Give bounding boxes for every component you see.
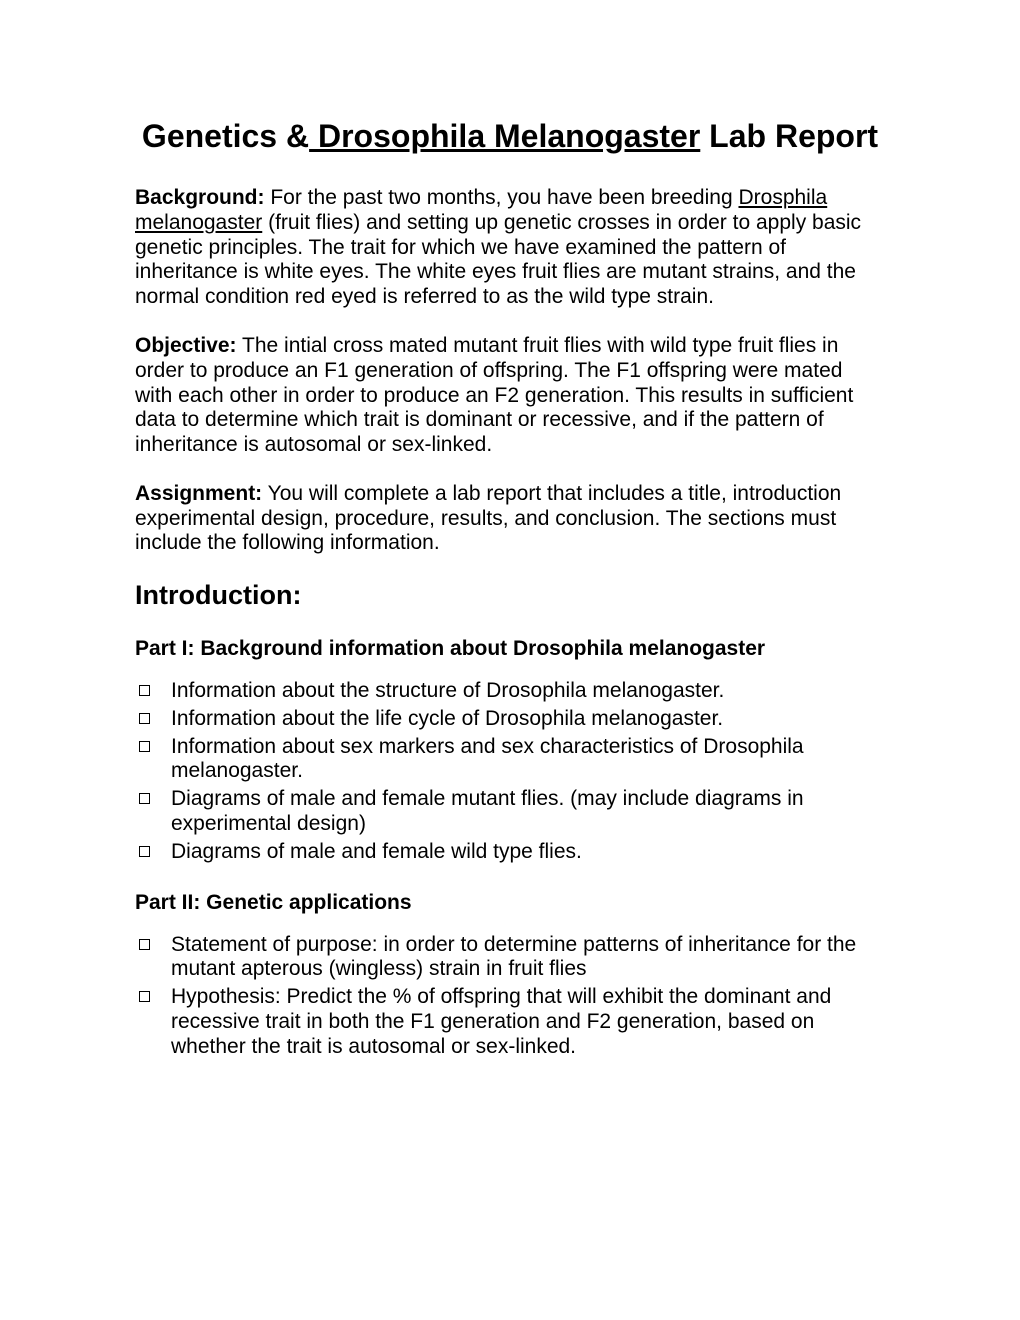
assignment-label: Assignment: [135,482,262,505]
title-underlined: Drosophila Melanogaster [309,118,700,154]
list-item: Hypothesis: Predict the % of offspring t… [135,985,885,1059]
introduction-heading: Introduction: [135,580,885,611]
list-item: Diagrams of male and female wild type fl… [135,840,885,865]
part1-heading: Part I: Background information about Dro… [135,637,885,661]
part2-heading: Part II: Genetic applications [135,891,885,915]
assignment-paragraph: Assignment: You will complete a lab repo… [135,482,885,556]
background-pre: For the past two months, you have been b… [265,186,739,209]
list-item: Diagrams of male and female mutant flies… [135,787,885,837]
list-item: Statement of purpose: in order to determ… [135,933,885,983]
title-post: Lab Report [700,118,878,154]
part2-list: Statement of purpose: in order to determ… [135,933,885,1060]
objective-paragraph: Objective: The intial cross mated mutant… [135,334,885,458]
part1-list: Information about the structure of Droso… [135,679,885,864]
list-item: Information about the structure of Droso… [135,679,885,704]
title-pre: Genetics & [142,118,309,154]
document-title: Genetics & Drosophila Melanogaster Lab R… [135,115,885,158]
background-label: Background: [135,186,265,209]
background-paragraph: Background: For the past two months, you… [135,186,885,310]
list-item: Information about sex markers and sex ch… [135,735,885,785]
objective-label: Objective: [135,334,237,357]
objective-text: The intial cross mated mutant fruit flie… [135,334,853,456]
list-item: Information about the life cycle of Dros… [135,707,885,732]
